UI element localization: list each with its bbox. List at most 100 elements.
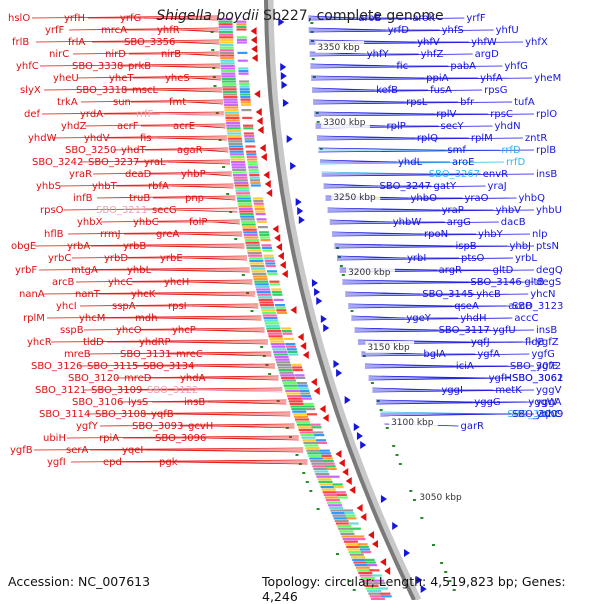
gene-label-left: mreD — [124, 373, 152, 384]
feature-block — [315, 473, 330, 476]
feature-block — [238, 67, 249, 70]
feature-block — [345, 514, 356, 517]
feature-block — [326, 467, 337, 470]
gene-label-left: greA — [156, 229, 179, 240]
feature-block — [335, 491, 346, 494]
tick-mark — [341, 274, 345, 276]
feature-lanes — [210, 18, 456, 600]
gene-label-right: degQ — [536, 265, 563, 276]
feature-block — [317, 441, 328, 444]
feature-block — [367, 590, 382, 593]
feature-block — [227, 132, 242, 135]
gene-label-right: yhfW — [471, 37, 497, 48]
gene-leader-right — [312, 89, 483, 93]
gene-label-right: bfr — [460, 97, 475, 108]
kbp-label-bg — [331, 191, 381, 203]
feature-block — [268, 335, 283, 338]
feature-block — [345, 543, 360, 546]
gene-arrow-right — [298, 216, 305, 224]
feature-block — [362, 579, 377, 582]
feature-block — [366, 564, 377, 567]
gene-label-left: rplM — [23, 313, 45, 324]
gene-leader-left — [72, 51, 220, 55]
gene-leader-left — [191, 305, 259, 309]
feature-block — [239, 85, 250, 88]
gene-label-left: yhdRP — [139, 337, 171, 348]
feature-block — [281, 330, 292, 333]
feature-block — [300, 434, 315, 437]
gene-label-left: infB — [73, 193, 93, 204]
gene-leader-right — [354, 329, 535, 333]
feature-block — [324, 462, 335, 465]
feature-block — [248, 257, 263, 260]
feature-block — [248, 254, 263, 257]
feature-block — [222, 83, 237, 86]
tick-mark — [370, 382, 374, 384]
feature-block — [309, 457, 324, 460]
gene-leader-left — [86, 411, 291, 415]
feature-block — [321, 454, 332, 457]
gene-leader-left — [159, 113, 225, 117]
gene-label-left: mdh — [135, 313, 157, 324]
gene-leader-left — [79, 303, 259, 307]
feature-block — [219, 36, 234, 39]
tick-mark — [260, 346, 264, 348]
feature-block — [248, 168, 259, 171]
gene-leader-right — [345, 293, 529, 297]
gene-label-right: ygfA — [477, 349, 500, 360]
feature-block — [278, 369, 293, 372]
feature-block — [269, 337, 284, 340]
gene-label-left: SBO_3120 — [68, 373, 119, 384]
feature-block — [229, 153, 244, 156]
gene-label-right: SBO_3146 — [470, 277, 521, 288]
feature-block — [250, 179, 261, 182]
feature-block — [231, 166, 246, 169]
gene-label-right: accB — [508, 301, 532, 312]
feature-block — [313, 431, 324, 434]
gene-arrow-right — [356, 432, 363, 440]
feature-block — [256, 288, 271, 291]
feature-block — [244, 140, 255, 143]
feature-block — [237, 59, 248, 62]
gene-arrow-left — [310, 378, 317, 386]
gene-leader-left — [112, 147, 229, 151]
feature-block — [266, 327, 281, 330]
feature-block — [243, 124, 254, 127]
gene-leader-left — [42, 291, 256, 295]
gene-label-left: SBO_3108 — [95, 409, 146, 420]
gene-label-left: yrbA — [67, 241, 90, 252]
gene-leader-left — [38, 267, 250, 271]
map-title: Shigella boydii Sb227, complete genome — [0, 8, 600, 24]
feature-block — [254, 207, 265, 210]
feature-block — [218, 28, 233, 31]
gene-label-right: kefB — [376, 85, 398, 96]
feature-block — [284, 387, 299, 390]
feature-block — [252, 197, 263, 200]
feature-block — [232, 171, 247, 174]
gene-leader-left — [41, 111, 225, 115]
tick-mark — [315, 112, 319, 114]
gene-leader-left — [195, 329, 265, 333]
gene-arrow-left — [250, 36, 257, 44]
feature-block — [346, 545, 361, 548]
feature-block — [343, 509, 354, 512]
gene-arrow-left — [264, 180, 271, 188]
gene-label-left: SBO_3115 — [87, 361, 138, 372]
feature-block — [244, 239, 259, 242]
gene-label-left: rpsI — [168, 301, 187, 312]
gene-label-left: SBO_3134 — [143, 361, 194, 372]
feature-block — [273, 353, 288, 356]
gene-label-left: def — [24, 109, 41, 120]
tick-mark — [348, 580, 352, 582]
feature-block — [344, 512, 355, 515]
gene-arrow-left — [276, 243, 283, 251]
gene-label-right: yggV — [536, 385, 562, 396]
gene-leader-left — [199, 353, 272, 357]
gene-leader-left — [71, 255, 247, 259]
kbp-label: 3050 kbp — [419, 493, 462, 503]
tick-mark — [376, 400, 380, 402]
feature-block — [305, 408, 316, 411]
feature-block — [355, 538, 366, 541]
gene-leader-left — [200, 149, 229, 153]
gene-arrow-left — [313, 387, 320, 395]
